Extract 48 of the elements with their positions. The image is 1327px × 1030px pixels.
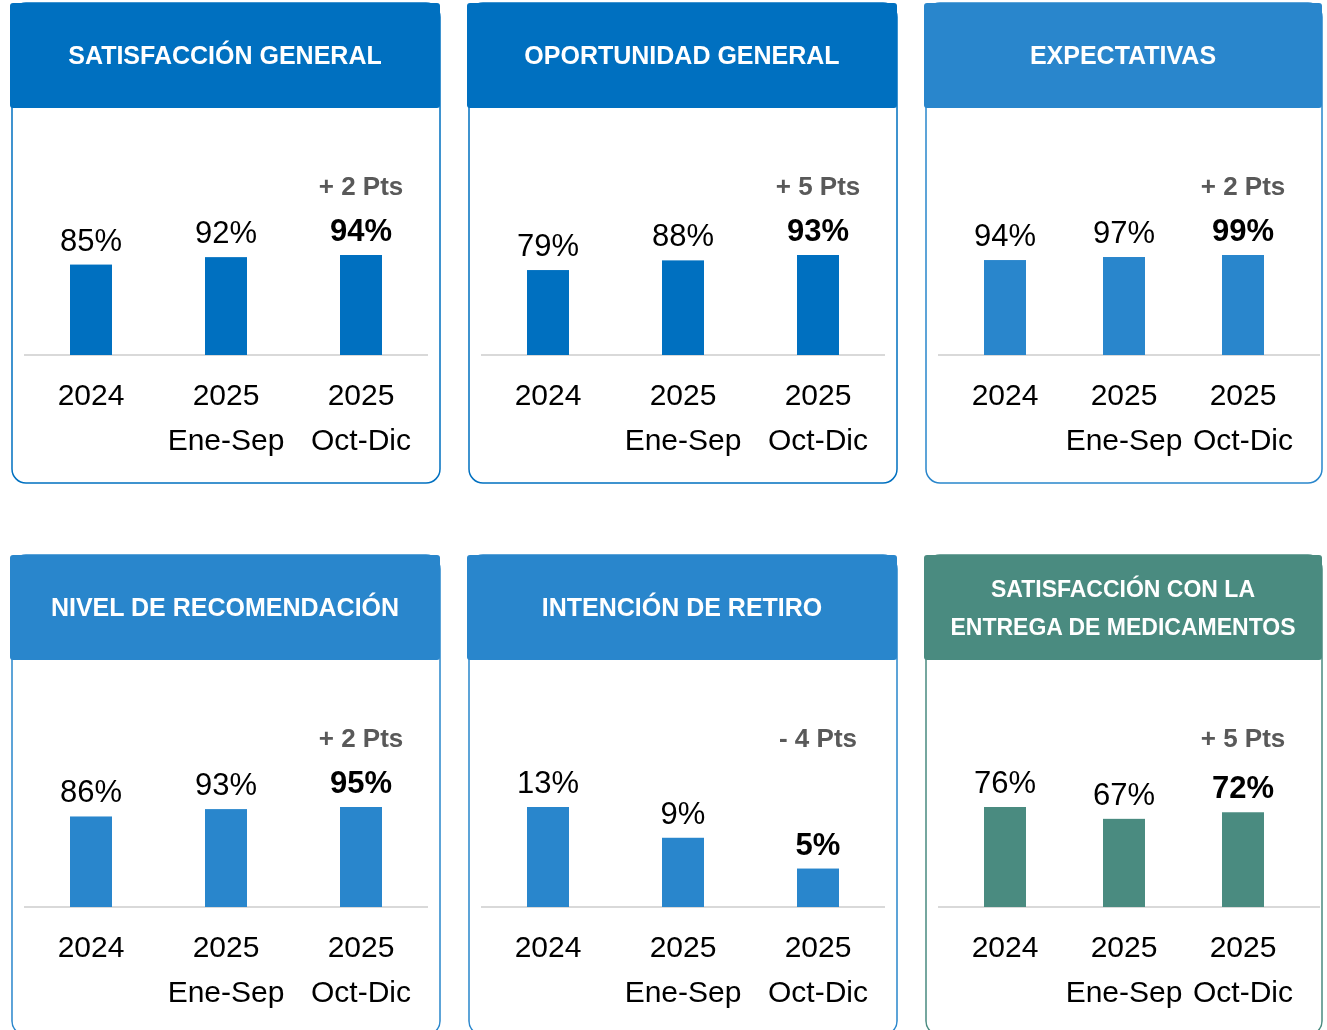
chart-title: EXPECTATIVAS	[1029, 41, 1217, 69]
x-tick-label: 2025 Oct-Dic	[311, 930, 411, 1008]
chart-title: INTENCIÓN DE RETIRO	[541, 592, 823, 621]
text: + 2 Pts	[318, 171, 404, 201]
x-tick-label: 2024	[971, 378, 1039, 411]
x-tick-label: 2025 Oct-Dic	[1193, 930, 1293, 1008]
data-label: 99%	[1211, 213, 1275, 248]
data-label: 94%	[329, 213, 393, 248]
x-tick-label: 2025 Oct-Dic	[768, 378, 868, 456]
x-tick-label: 2025 Oct-Dic	[1193, 378, 1293, 456]
text: + 2 Pts	[318, 723, 404, 753]
x-tick-label: 2025 Ene-Sep	[624, 930, 742, 1008]
data-label: 13%	[516, 765, 580, 800]
text: - 4 Pts	[778, 723, 858, 753]
x-tick-label: 2024	[514, 930, 582, 963]
data-label: 93%	[194, 767, 258, 803]
x-tick-label: 2025 Ene-Sep	[167, 930, 285, 1008]
data-label: 76%	[973, 765, 1037, 800]
data-label: 95%	[329, 765, 393, 800]
chart-title: NIVEL DE RECOMENDACIÓN	[50, 592, 400, 621]
data-label: 94%	[973, 218, 1037, 254]
data-label: 79%	[516, 228, 580, 264]
x-tick-label: 2025 Oct-Dic	[311, 378, 411, 456]
data-label: 86%	[59, 774, 123, 810]
chart-title: OPORTUNIDAD GENERAL	[524, 41, 840, 69]
data-label: 85%	[59, 222, 123, 258]
x-tick-label: 2025 Ene-Sep	[624, 378, 742, 456]
x-tick-label: 2024	[971, 930, 1039, 963]
data-label: 97%	[1092, 215, 1156, 251]
chart-title: SATISFACCIÓN GENERAL	[68, 40, 382, 69]
text: + 5 Pts	[775, 171, 861, 201]
text: + 5 Pts	[1200, 723, 1286, 753]
data-label: 93%	[786, 213, 850, 248]
text: + 2 Pts	[1200, 171, 1286, 201]
x-tick-label: 2024	[57, 930, 125, 963]
data-label: 5%	[795, 826, 841, 862]
x-tick-label: 2024	[514, 378, 582, 411]
chart-title: SATISFACCIÓN CON LA ENTREGA DE MEDICAMENTOS	[950, 575, 1296, 640]
data-label: 67%	[1092, 776, 1156, 812]
data-label: 9%	[660, 795, 706, 831]
x-tick-label: 2024	[57, 378, 125, 411]
data-label: 88%	[651, 218, 715, 254]
x-tick-label: 2025 Ene-Sep	[1065, 930, 1183, 1008]
x-tick-label: 2025 Oct-Dic	[768, 930, 868, 1008]
x-tick-label: 2025 Ene-Sep	[167, 378, 285, 456]
x-tick-label: 2025 Ene-Sep	[1065, 378, 1183, 456]
data-label: 92%	[194, 215, 258, 251]
data-label: 72%	[1211, 770, 1275, 806]
